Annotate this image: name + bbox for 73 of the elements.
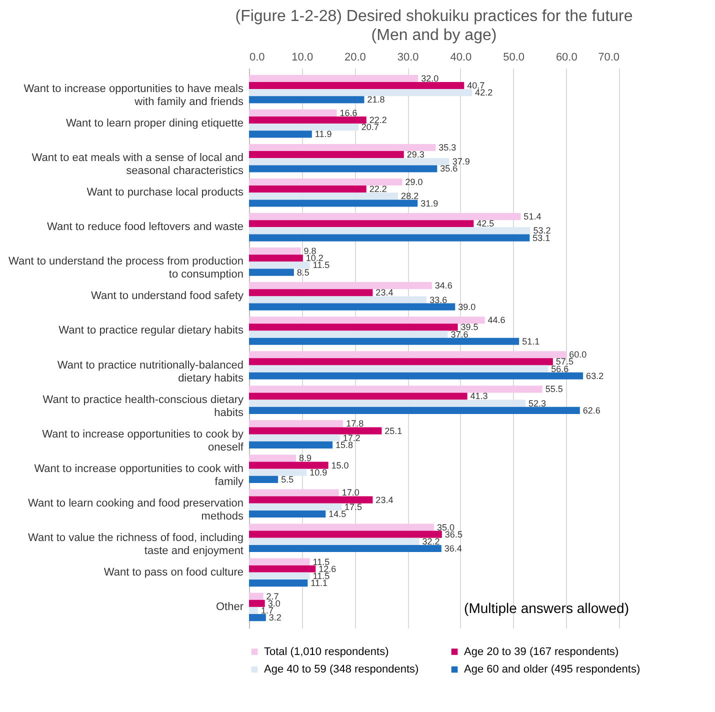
y-tick-label: Want to practice health-conscious dietary habits — [42, 394, 244, 419]
x-tick-label: 40.0 — [450, 52, 472, 64]
y-tick-label: Want to understand food safety — [91, 290, 244, 302]
y-tick-label: Want to increase opportunities to cook by oneself — [42, 428, 244, 454]
data-label: 35.6 — [440, 164, 458, 174]
y-tick-label: Want to practice nutritionally-balanced dietary habits — [57, 359, 244, 384]
data-label: 17.0 — [342, 488, 360, 498]
x-tick-label: 30.0 — [397, 52, 419, 64]
data-label: 23.4 — [376, 288, 394, 298]
y-tick-label: Want to reduce food leftovers and waste — [47, 221, 244, 234]
data-label: 39.0 — [458, 302, 476, 312]
data-label: 11.9 — [314, 129, 332, 140]
legend-label: Age 20 to 39 (167 respondents) — [464, 646, 619, 658]
data-label: 20.7 — [361, 122, 379, 132]
data-label: 42.2 — [475, 88, 493, 98]
data-label: 36.4 — [444, 544, 462, 554]
data-label: 32.2 — [422, 536, 440, 546]
legend-label: Age 40 to 59 (348 respondents) — [264, 664, 419, 676]
legend-label: Age 60 and older (495 respondents) — [464, 664, 640, 676]
data-label: 17.8 — [346, 418, 364, 429]
chart-subtitle: (Men and by age) — [371, 27, 497, 44]
data-label: 34.6 — [434, 280, 452, 291]
data-label: 8.9 — [299, 453, 312, 464]
data-label: 16.6 — [340, 108, 358, 118]
x-tick-label: 20.0 — [344, 52, 366, 64]
y-tick-label: Want to increase opportunities to cook with family — [34, 462, 244, 488]
data-label: 21.8 — [367, 94, 385, 105]
data-label: 11.5 — [312, 260, 330, 270]
data-label: 22.2 — [369, 184, 387, 194]
data-label: 55.5 — [545, 384, 563, 394]
data-label: 15.0 — [331, 460, 349, 470]
data-label: 44.6 — [488, 315, 506, 326]
y-tick-label: Want to purchase local products — [86, 186, 244, 199]
y-tick-label: Want to learn cooking and food preservation methods — [28, 497, 244, 522]
data-label: 11.1 — [310, 578, 328, 588]
y-tick-label: Want to learn proper dining etiquette — [66, 118, 244, 130]
x-tick-label: 10.0 — [292, 52, 314, 64]
y-tick-label: Want to understand the process from production to consumption — [8, 256, 244, 281]
y-tick-label: Want to eat meals with a sense of local and seasonal characteristics — [32, 152, 244, 178]
data-label: 63.2 — [586, 370, 604, 381]
x-tick-label: 70.0 — [598, 52, 620, 64]
y-tick-label: Want to increase opportunities to have meals with family and friends — [24, 83, 244, 108]
x-tick-label: 0.0 — [250, 52, 265, 64]
y-tick-label: Want to practice regular dietary habits — [58, 324, 244, 337]
data-label: 32.0 — [421, 73, 439, 84]
y-tick-label: Other — [216, 600, 244, 613]
legend-label: Total (1,010 respondents) — [264, 646, 389, 658]
data-label: 51.1 — [522, 336, 540, 346]
x-tick-label: 60.0 — [556, 52, 578, 64]
data-label: 41.3 — [470, 391, 488, 402]
y-tick-label: Want to value the richness of food, including taste and enjoyment — [28, 532, 244, 557]
data-label: 5.5 — [281, 474, 294, 484]
data-label: 10.9 — [310, 467, 328, 478]
data-label: 14.5 — [328, 508, 346, 519]
data-label: 29.0 — [405, 177, 423, 188]
chart-title: (Figure 1-2-28) Desired shokuiku practices for the future — [235, 8, 633, 25]
data-label: 3.2 — [268, 612, 282, 623]
data-label: 29.3 — [406, 150, 424, 160]
data-label: 8.5 — [296, 267, 310, 278]
data-label: 62.6 — [582, 405, 600, 416]
data-label: 52.3 — [528, 398, 546, 408]
annotation: (Multiple answers allowed) — [464, 600, 629, 616]
data-label: 35.3 — [438, 142, 456, 152]
data-label: 51.4 — [524, 212, 542, 222]
x-tick-label: 50.0 — [503, 52, 524, 64]
data-label: 25.1 — [384, 426, 402, 436]
data-label: 17.5 — [344, 502, 362, 512]
y-tick-label: Want to pass on food culture — [104, 566, 244, 578]
data-label: 28.2 — [401, 191, 419, 202]
data-label: 23.4 — [376, 494, 394, 505]
data-label: 42.5 — [476, 218, 494, 229]
data-label: 33.6 — [430, 294, 448, 305]
data-label: 31.9 — [420, 198, 438, 208]
